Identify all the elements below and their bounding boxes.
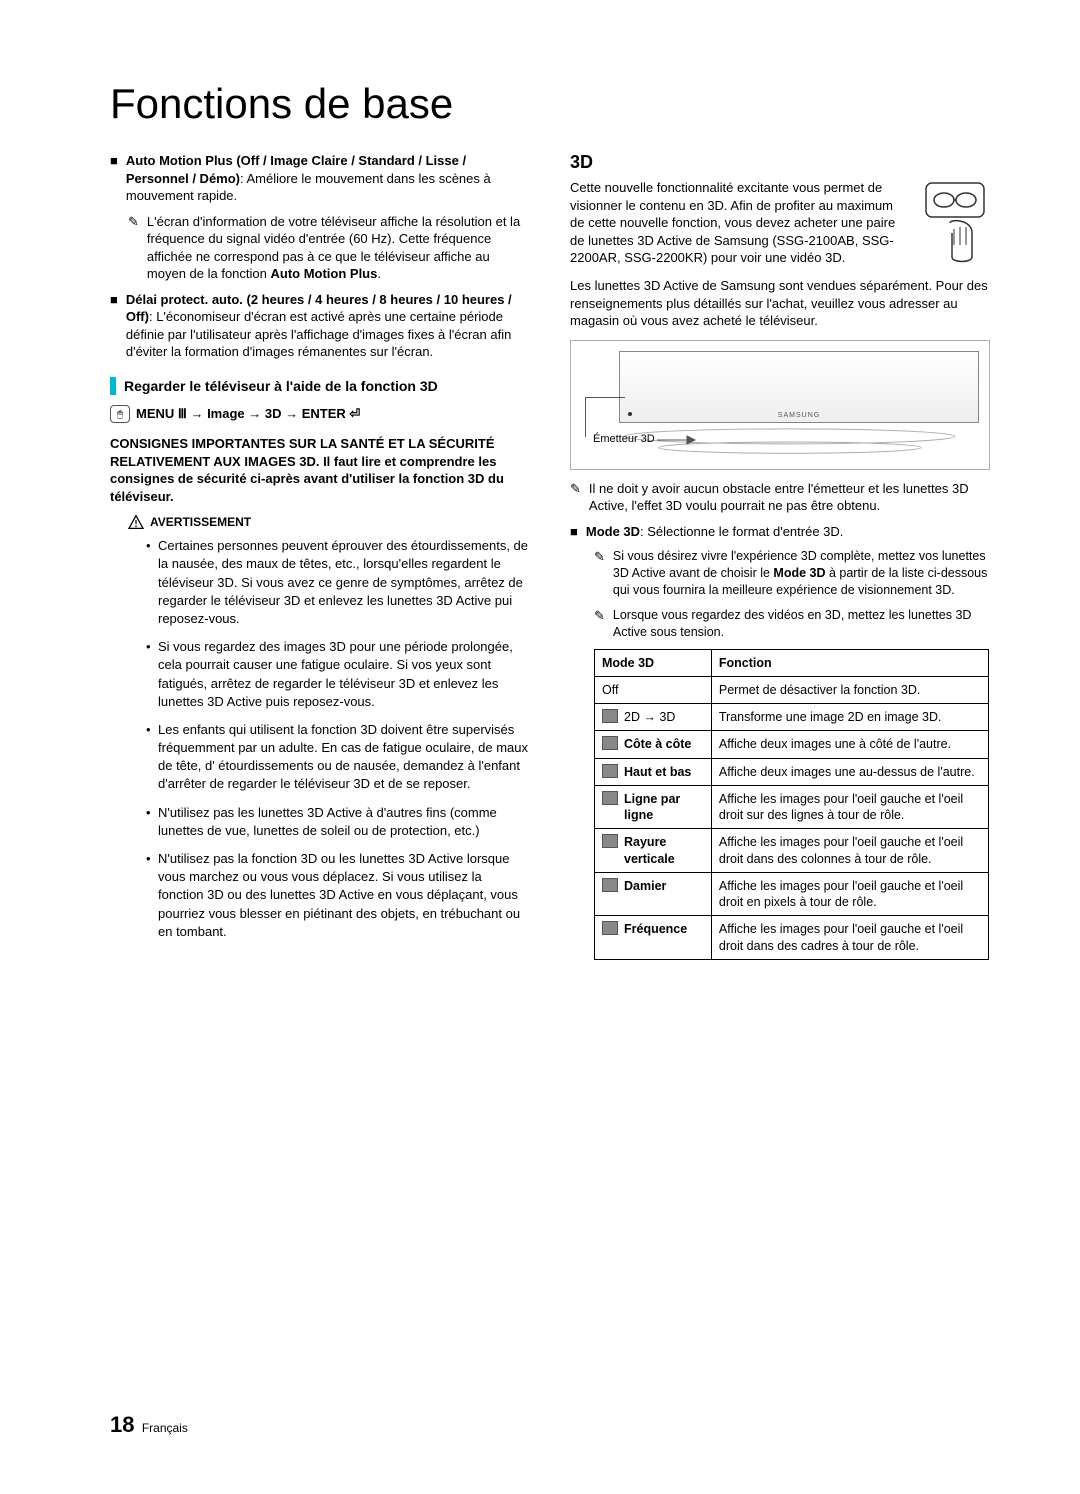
menu-path: 🖱 MENU Ⅲ → Image → 3D → ENTER ⏎ xyxy=(110,405,530,423)
mode-icon xyxy=(602,764,618,778)
left-column: ■ Auto Motion Plus (Off / Image Claire /… xyxy=(110,152,530,960)
mode-function: Affiche les images pour l'oeil gauche et… xyxy=(711,829,988,873)
arrow-icon xyxy=(657,435,697,445)
mode-function: Affiche deux images une au-dessus de l'a… xyxy=(711,758,988,785)
cyan-bar-icon xyxy=(110,377,116,395)
mode-label: Off xyxy=(602,683,618,697)
tv-body-icon: SAMSUNG xyxy=(619,351,979,423)
page-footer: 18 Français xyxy=(110,1412,188,1438)
square-bullet-icon: ■ xyxy=(110,291,118,361)
mode-label: Damier xyxy=(624,878,666,894)
table-row: Rayure verticale Affiche les images pour… xyxy=(595,829,989,873)
mode-label: Côte à côte xyxy=(624,736,691,752)
table-row: Haut et bas Affiche deux images une au-d… xyxy=(595,758,989,785)
warning-triangle-icon xyxy=(128,515,144,529)
mode-label: Haut et bas xyxy=(624,764,691,780)
table-header: Fonction xyxy=(711,649,988,676)
square-bullet-icon: ■ xyxy=(570,523,578,541)
intro-3d-text: Cette nouvelle fonctionnalité excitante … xyxy=(570,179,904,269)
callout-line-icon xyxy=(585,397,625,398)
mode-intro-bold: Mode 3D xyxy=(586,524,640,539)
warning-item: Les enfants qui utilisent la fonction 3D… xyxy=(146,721,530,794)
callout-line-icon xyxy=(585,397,586,437)
note-icon: ✎ xyxy=(594,548,605,599)
mode-function: Affiche les images pour l'oeil gauche et… xyxy=(711,785,988,829)
table-row: Côte à côte Affiche deux images une à cô… xyxy=(595,731,989,758)
mode-note2-text: Lorsque vous regardez des vidéos en 3D, … xyxy=(613,607,990,641)
mode-label: 2D → 3D xyxy=(624,709,675,725)
obstacle-note: ✎ Il ne doit y avoir aucun obstacle entr… xyxy=(570,480,990,515)
table-row: Ligne par ligne Affiche les images pour … xyxy=(595,785,989,829)
note-icon: ✎ xyxy=(594,607,605,641)
consignes-text: CONSIGNES IMPORTANTES SUR LA SANTÉ ET LA… xyxy=(110,435,530,505)
mode-icon xyxy=(602,878,618,892)
auto-motion-note: ✎ L'écran d'information de votre télévis… xyxy=(128,213,530,283)
page-title: Fonctions de base xyxy=(110,80,990,128)
warning-item: N'utilisez pas la fonction 3D ou les lun… xyxy=(146,850,530,941)
mode-function: Permet de désactiver la fonction 3D. xyxy=(711,676,988,703)
table-row: Damier Affiche les images pour l'oeil ga… xyxy=(595,872,989,916)
remote-button-icon: 🖱 xyxy=(110,405,130,423)
delai-desc: : L'économiseur d'écran est activé après… xyxy=(126,309,511,359)
tv-logo: SAMSUNG xyxy=(778,412,820,419)
table-header-row: Mode 3D Fonction xyxy=(595,649,989,676)
warning-item: Si vous regardez des images 3D pour une … xyxy=(146,638,530,711)
warning-header: AVERTISSEMENT xyxy=(128,515,530,529)
note-icon: ✎ xyxy=(570,480,581,515)
square-bullet-icon: ■ xyxy=(110,152,118,205)
mode-icon xyxy=(602,791,618,805)
tv-diagram: SAMSUNG Émetteur 3D xyxy=(570,340,990,470)
warning-list: Certaines personnes peuvent éprouver des… xyxy=(146,537,530,941)
mode-note-1: ✎ Si vous désirez vivre l'expérience 3D … xyxy=(594,548,990,599)
auto-motion-item: ■ Auto Motion Plus (Off / Image Claire /… xyxy=(110,152,530,205)
warning-item: N'utilisez pas les lunettes 3D Active à … xyxy=(146,804,530,840)
menu-path-text: MENU Ⅲ → Image → 3D → ENTER ⏎ xyxy=(136,406,360,422)
mode-note1-bold: Mode 3D xyxy=(773,566,825,580)
mode-icon xyxy=(602,834,618,848)
mode-function: Affiche les images pour l'oeil gauche et… xyxy=(711,916,988,960)
mode-3d-table: Mode 3D Fonction Off Permet de désactive… xyxy=(594,649,989,960)
mode-label: Rayure verticale xyxy=(624,834,704,867)
right-column: 3D Cette nouvelle fonctionnalité excitan… xyxy=(570,152,990,960)
mode-icon xyxy=(602,921,618,935)
mode-function: Affiche deux images une à côté de l'autr… xyxy=(711,731,988,758)
table-row: Fréquence Affiche les images pour l'oeil… xyxy=(595,916,989,960)
intro-3d-text2: Les lunettes 3D Active de Samsung sont v… xyxy=(570,277,990,330)
mode-function: Affiche les images pour l'oeil gauche et… xyxy=(711,872,988,916)
page-lang: Français xyxy=(142,1421,188,1435)
intro-3d-row: Cette nouvelle fonctionnalité excitante … xyxy=(570,179,990,269)
mode-label: Fréquence xyxy=(624,921,687,937)
page-number: 18 xyxy=(110,1412,134,1437)
obstacle-note-text: Il ne doit y avoir aucun obstacle entre … xyxy=(589,480,990,515)
mode-icon xyxy=(602,709,618,723)
auto-motion-note-bold: Auto Motion Plus xyxy=(270,266,377,281)
mode-label: Ligne par ligne xyxy=(624,791,704,824)
delai-item: ■ Délai protect. auto. (2 heures / 4 heu… xyxy=(110,291,530,361)
table-row: Off Permet de désactiver la fonction 3D. xyxy=(595,676,989,703)
emitter-label: Émetteur 3D xyxy=(593,433,655,445)
mode-intro-item: ■ Mode 3D: Sélectionne le format d'entré… xyxy=(570,523,990,541)
warning-item: Certaines personnes peuvent éprouver des… xyxy=(146,537,530,628)
note-icon: ✎ xyxy=(128,213,139,283)
glasses-hand-icon xyxy=(920,179,990,269)
section-header-3d: Regarder le téléviseur à l'aide de la fo… xyxy=(110,377,530,395)
heading-3d: 3D xyxy=(570,152,990,173)
table-row: 2D → 3D Transforme une image 2D en image… xyxy=(595,704,989,731)
mode-icon xyxy=(602,736,618,750)
table-header: Mode 3D xyxy=(595,649,712,676)
mode-intro-rest: : Sélectionne le format d'entrée 3D. xyxy=(640,524,843,539)
mode-note-2: ✎ Lorsque vous regardez des vidéos en 3D… xyxy=(594,607,990,641)
mode-function: Transforme une image 2D en image 3D. xyxy=(711,704,988,731)
section-title-text: Regarder le téléviseur à l'aide de la fo… xyxy=(124,378,438,394)
emitter-dot-icon xyxy=(628,412,632,416)
warning-label: AVERTISSEMENT xyxy=(150,515,251,529)
content-columns: ■ Auto Motion Plus (Off / Image Claire /… xyxy=(110,152,990,960)
